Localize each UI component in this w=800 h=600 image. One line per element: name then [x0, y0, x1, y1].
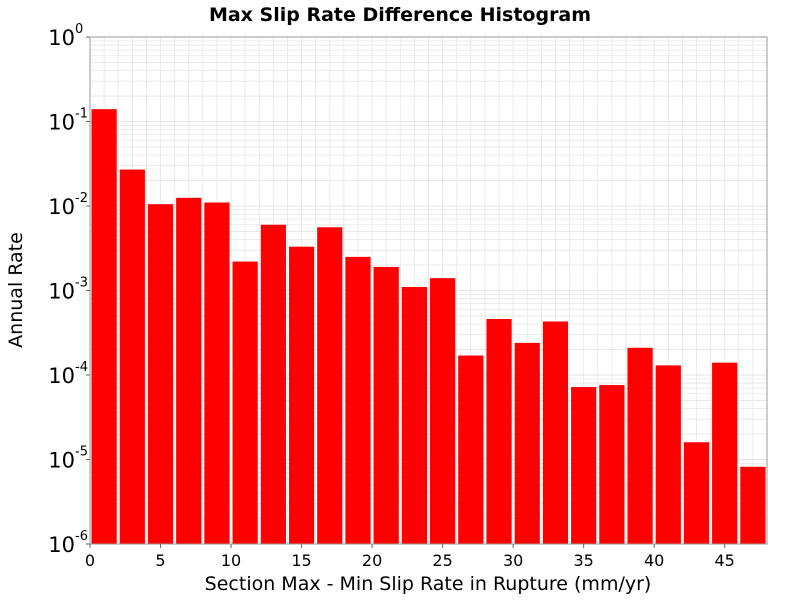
y-tick-exponent: -5 — [75, 445, 88, 460]
histogram-bar — [147, 204, 174, 544]
histogram-bar — [486, 319, 512, 544]
y-tick-label: 10 -4 — [48, 360, 88, 388]
x-axis-ticks: 0 5 10 15 20 25 30 35 40 45 — [85, 544, 735, 570]
histogram-bar — [683, 442, 710, 544]
y-tick-exponent: -3 — [75, 276, 88, 291]
histogram-bar — [712, 362, 738, 544]
histogram-bar — [655, 365, 681, 544]
histogram-bar — [458, 355, 484, 544]
histogram-bar — [232, 261, 258, 544]
histogram-bar — [204, 202, 230, 544]
histogram-bar — [401, 287, 427, 544]
histogram-bar — [317, 227, 343, 544]
y-tick-exponent: -1 — [75, 107, 88, 122]
bars — [91, 109, 766, 545]
histogram-bar — [740, 466, 766, 544]
histogram-bar — [430, 278, 456, 544]
y-tick-label: 10 -5 — [48, 445, 88, 473]
y-tick-label: 10 -6 — [48, 529, 88, 557]
x-tick-label: 15 — [291, 551, 311, 570]
y-tick-base: 10 — [48, 280, 75, 304]
y-tick-base: 10 — [48, 26, 75, 50]
y-tick-label: 10 -2 — [48, 191, 88, 219]
histogram-bar — [345, 256, 371, 544]
y-tick-base: 10 — [48, 364, 75, 388]
x-tick-label: 35 — [573, 551, 593, 570]
y-tick-exponent: 0 — [75, 22, 83, 37]
y-axis-label: Annual Rate — [5, 232, 27, 348]
histogram-bar — [119, 169, 145, 545]
x-tick-label: 0 — [85, 551, 95, 570]
histogram-bar — [260, 224, 286, 544]
x-tick-label: 25 — [432, 551, 452, 570]
x-tick-label: 40 — [644, 551, 664, 570]
x-tick-label: 10 — [221, 551, 241, 570]
chart-title: Max Slip Rate Difference Histogram — [209, 4, 591, 26]
y-tick-label: 10 -1 — [48, 107, 88, 135]
y-tick-exponent: -2 — [75, 191, 88, 206]
y-tick-exponent: -4 — [75, 360, 88, 375]
histogram-bar — [627, 347, 653, 544]
x-tick-label: 30 — [503, 551, 523, 570]
histogram-bar — [571, 387, 597, 544]
histogram-bar — [373, 266, 399, 544]
y-tick-base: 10 — [48, 533, 75, 557]
x-tick-label: 45 — [715, 551, 735, 570]
x-axis-label: Section Max - Min Slip Rate in Rupture (… — [205, 573, 652, 595]
x-tick-label: 20 — [362, 551, 382, 570]
x-tick-label: 5 — [155, 551, 165, 570]
histogram-bar — [599, 385, 625, 544]
histogram-bar — [542, 321, 569, 544]
y-tick-label: 10 0 — [48, 22, 83, 50]
histogram-bar — [91, 109, 117, 545]
y-tick-exponent: -6 — [75, 529, 88, 544]
y-tick-label: 10 -3 — [48, 276, 88, 304]
histogram-bar — [176, 197, 202, 544]
histogram-bar — [288, 246, 315, 544]
histogram-bar — [514, 342, 540, 544]
y-tick-base: 10 — [48, 111, 75, 135]
y-tick-base: 10 — [48, 195, 75, 219]
y-tick-base: 10 — [48, 449, 75, 473]
